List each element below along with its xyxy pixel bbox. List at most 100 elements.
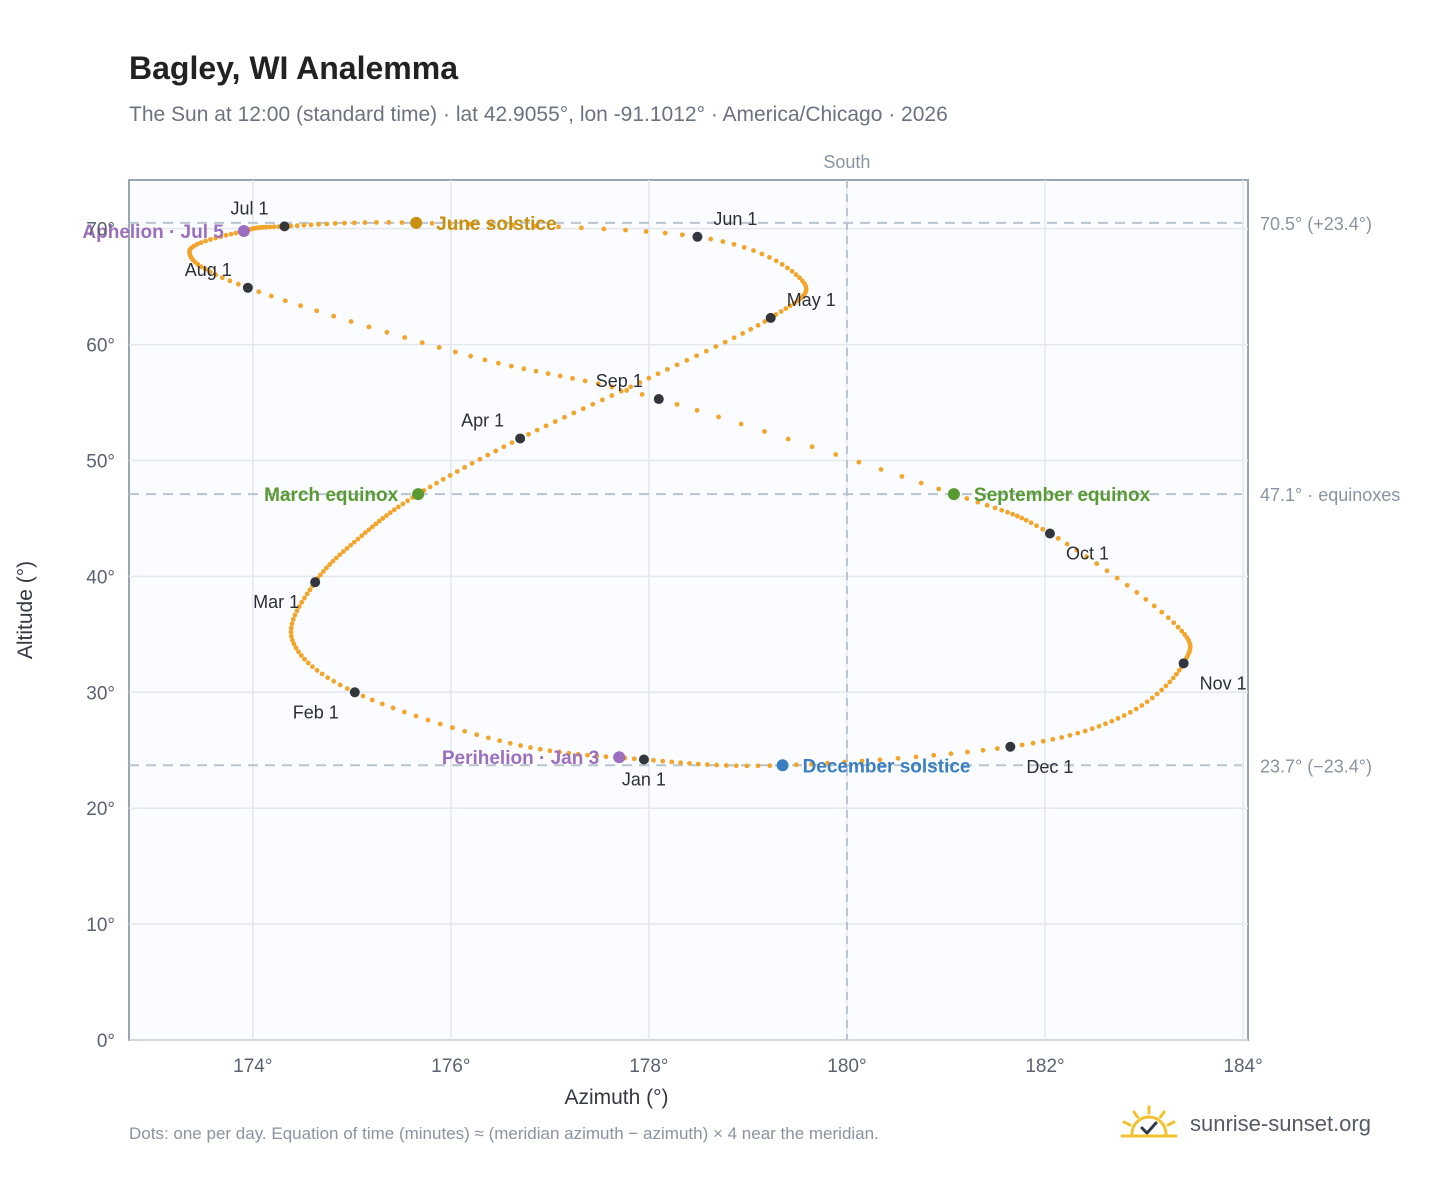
analemma-dot [578,225,584,231]
x-tick-label: 184° [1223,1056,1262,1077]
analemma-dot [198,264,204,270]
analemma-dot [482,357,488,363]
analemma-dot [1064,541,1070,547]
analemma-dot [720,239,726,244]
analemma-dot [235,281,241,287]
analemma-dot [639,392,645,397]
analemma-dot [366,527,372,533]
x-tick-label: 182° [1025,1056,1064,1077]
analemma-dot [740,331,746,336]
analemma-dot [437,721,443,727]
analemma-dot [533,368,539,374]
analemma-dot [936,486,942,492]
analemma-dot [793,272,799,278]
analemma-dot [302,595,307,601]
analemma-dot [436,345,442,350]
x-axis-label: Azimuth (°) [564,1086,668,1109]
analemma-dot [333,555,339,561]
analemma-dot [679,232,685,238]
analemma-dot [779,261,785,267]
month-marker [515,433,526,444]
analemma-dot [202,266,208,272]
month-label: Oct 1 [1066,544,1109,564]
event-marker [412,488,425,501]
event-markers: June solstice March equinox September equi… [82,214,1150,777]
event-label: Aphelion · Jul 5 [82,222,224,243]
analemma-dot [288,223,294,229]
y-tick-label: 0° [97,1031,115,1052]
analemma-dot [298,303,303,309]
y-tick-label: 10° [86,915,115,936]
analemma-dot [207,269,213,275]
month-markers: Jan 1 Feb 1 Mar 1 Apr 1 May 1 Jun 1 Jul 1 Aug 1… [185,198,1247,789]
analemma-dot [1040,526,1046,532]
south-label: South [823,152,870,172]
analemma-dot [1134,590,1140,595]
analemma-dot [580,406,586,412]
analemma-dot [294,608,300,614]
analemma-dot [413,713,419,719]
event-marker [410,216,423,229]
month-marker [653,394,664,405]
analemma-dot [429,220,435,226]
analemma-dot [1014,513,1020,519]
analemma-dot [1114,575,1120,581]
analemma-dot [331,678,337,684]
analemma-dot [296,649,301,655]
ref-line-label: 70.5° (+23.4°) [1260,214,1372,234]
analemma-dot [384,513,389,518]
analemma-dot [1034,523,1039,529]
analemma-dot [918,480,924,486]
analemma-dot [1059,734,1065,740]
analemma-dot [1121,713,1127,718]
y-tick-label: 70° [86,220,115,241]
y-tick-label: 40° [86,567,115,588]
analemma-dot [543,423,549,429]
analemma-dot [401,709,407,715]
event-marker [237,224,250,237]
analemma-dot [509,440,515,446]
analemma-dot [469,460,475,466]
analemma-dot [913,754,919,760]
brand[interactable]: sunrise-sunset.org [1120,1104,1371,1144]
analemma-dot [713,344,719,350]
analemma-dot [425,717,431,723]
analemma-dot [1019,515,1025,521]
analemma-dot [799,278,805,284]
analemma-dot [292,612,298,618]
month-marker [310,577,321,588]
analemma-dot [762,429,767,434]
analemma-dot [687,760,692,766]
analemma-dot [1075,730,1081,736]
analemma-dot [809,761,814,767]
analemma-dot [318,572,323,578]
month-marker [1178,658,1189,669]
analemma-dot [694,353,699,359]
analemma-dot [282,298,288,304]
analemma-dot [427,484,433,490]
analemma-dot [1171,620,1177,626]
analemma-dot [731,335,737,341]
analemma-dot [964,496,970,501]
analemma-dot [695,761,701,767]
analemma-dot [575,751,581,757]
event-label: Perihelion · Jan 3 [442,748,599,769]
analemma-dot [767,763,773,769]
analemma-dot [268,293,274,299]
analemma-dot [528,745,533,750]
analemma-dot [453,349,458,355]
analemma-dot [759,251,765,257]
analemma-dot [518,743,523,748]
analemma-dot [557,373,563,379]
chart-title: Bagley, WI Analemma [129,50,458,86]
analemma-dot [362,220,368,225]
analemma-dot [716,414,721,420]
analemma-dot [198,240,204,246]
analemma-dot [227,278,233,284]
analemma-dot [1127,709,1133,715]
analemma-dot [296,604,302,609]
analemma-dot [556,224,561,230]
analemma-dot [660,758,666,764]
analemma-dot [755,322,761,328]
